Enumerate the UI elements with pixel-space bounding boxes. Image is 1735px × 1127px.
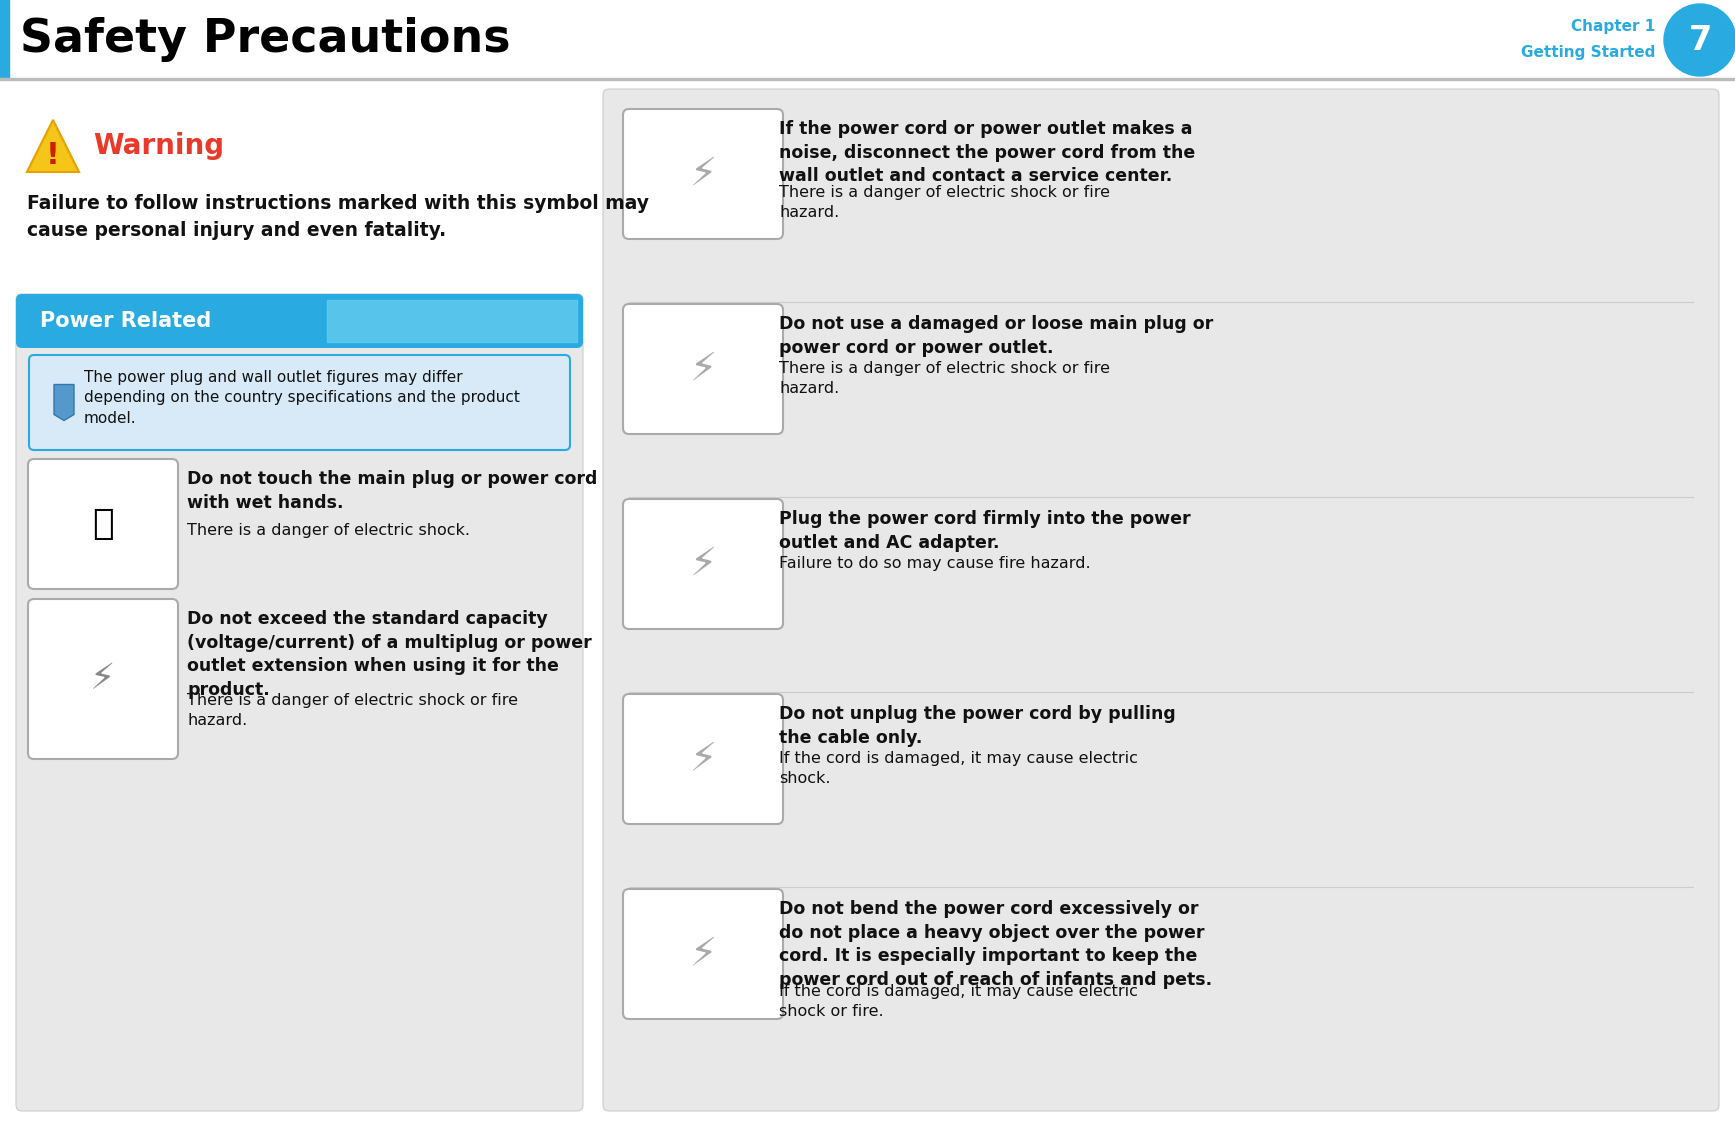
FancyBboxPatch shape: [604, 89, 1719, 1111]
Text: Safety Precautions: Safety Precautions: [21, 17, 510, 62]
Text: ⚡: ⚡: [90, 662, 116, 696]
FancyBboxPatch shape: [623, 889, 782, 1019]
Text: 7: 7: [1688, 24, 1712, 56]
Text: There is a danger of electric shock.: There is a danger of electric shock.: [187, 523, 470, 538]
Text: !: !: [47, 141, 61, 170]
FancyBboxPatch shape: [623, 499, 782, 629]
FancyBboxPatch shape: [623, 109, 782, 239]
Text: Failure to follow instructions marked with this symbol may
cause personal injury: Failure to follow instructions marked wi…: [28, 194, 649, 240]
FancyBboxPatch shape: [16, 294, 583, 348]
Bar: [328, 300, 578, 341]
Text: Do not use a damaged or loose main plug or
power cord or power outlet.: Do not use a damaged or loose main plug …: [779, 316, 1213, 356]
Bar: [0, 0, 9, 78]
Text: There is a danger of electric shock or fire
hazard.: There is a danger of electric shock or f…: [779, 361, 1110, 396]
Text: If the power cord or power outlet makes a
noise, disconnect the power cord from : If the power cord or power outlet makes …: [779, 119, 1195, 185]
FancyBboxPatch shape: [28, 459, 179, 589]
Text: 🚫: 🚫: [92, 507, 115, 541]
Text: Chapter 1: Chapter 1: [1570, 19, 1655, 35]
Bar: [0, 78, 1735, 80]
Polygon shape: [28, 119, 80, 172]
Text: There is a danger of electric shock or fire
hazard.: There is a danger of electric shock or f…: [187, 693, 519, 728]
Polygon shape: [54, 384, 75, 420]
Text: Warning: Warning: [94, 132, 224, 160]
Text: The power plug and wall outlet figures may differ
depending on the country speci: The power plug and wall outlet figures m…: [83, 370, 520, 426]
Text: There is a danger of electric shock or fire
hazard.: There is a danger of electric shock or f…: [779, 185, 1110, 220]
Text: If the cord is damaged, it may cause electric
shock.: If the cord is damaged, it may cause ele…: [779, 751, 1138, 786]
Text: ⚡: ⚡: [689, 935, 717, 973]
Text: Power Related: Power Related: [40, 311, 212, 331]
Text: ⚡: ⚡: [689, 545, 717, 583]
Circle shape: [1664, 5, 1735, 76]
Text: Plug the power cord firmly into the power
outlet and AC adapter.: Plug the power cord firmly into the powe…: [779, 511, 1190, 551]
Text: ⚡: ⚡: [689, 350, 717, 388]
Text: Getting Started: Getting Started: [1520, 45, 1655, 61]
Text: Do not exceed the standard capacity
(voltage/current) of a multiplug or power
ou: Do not exceed the standard capacity (vol…: [187, 610, 592, 699]
Bar: [0, 0, 1735, 78]
FancyBboxPatch shape: [28, 598, 179, 758]
Text: Failure to do so may cause fire hazard.: Failure to do so may cause fire hazard.: [779, 556, 1091, 571]
Text: ⚡: ⚡: [689, 740, 717, 778]
Text: Do not bend the power cord excessively or
do not place a heavy object over the p: Do not bend the power cord excessively o…: [779, 900, 1213, 988]
Text: ⚡: ⚡: [689, 156, 717, 193]
FancyBboxPatch shape: [29, 355, 571, 450]
FancyBboxPatch shape: [623, 304, 782, 434]
Text: If the cord is damaged, it may cause electric
shock or fire.: If the cord is damaged, it may cause ele…: [779, 984, 1138, 1019]
FancyBboxPatch shape: [623, 694, 782, 824]
Text: Do not touch the main plug or power cord
with wet hands.: Do not touch the main plug or power cord…: [187, 470, 597, 512]
FancyBboxPatch shape: [16, 294, 583, 1111]
Text: Do not unplug the power cord by pulling
the cable only.: Do not unplug the power cord by pulling …: [779, 706, 1176, 746]
